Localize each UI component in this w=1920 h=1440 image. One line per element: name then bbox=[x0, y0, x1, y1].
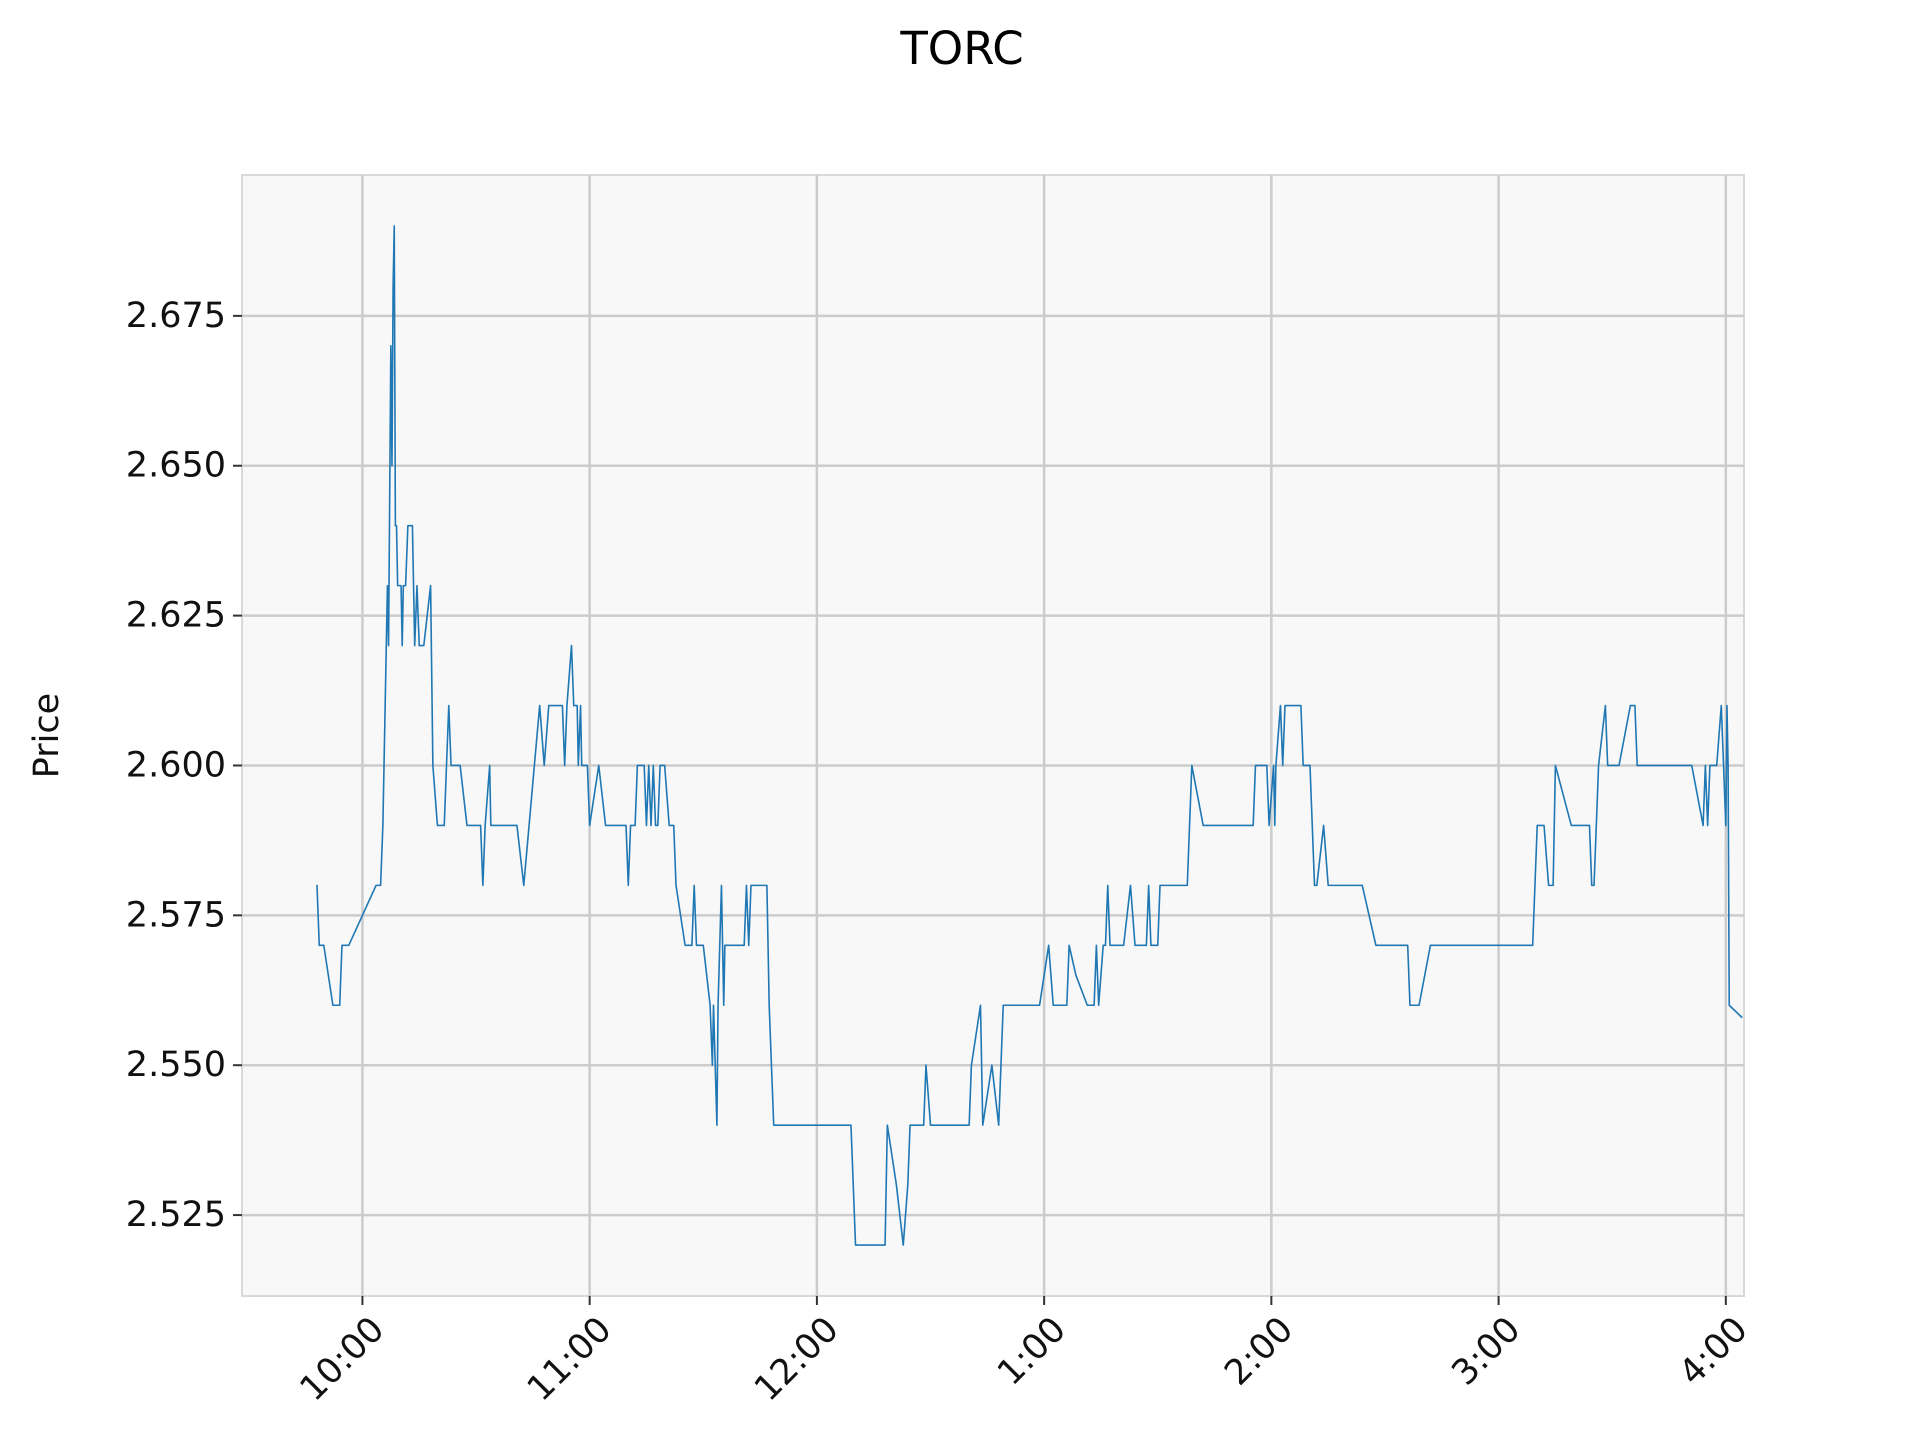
price-series-line bbox=[316, 225, 1743, 1246]
x-tick-label: 1:00 bbox=[990, 1310, 1074, 1394]
x-tick-label: 3:00 bbox=[1445, 1310, 1529, 1394]
y-tick-label: 2.675 bbox=[126, 296, 226, 336]
y-tick-label: 2.650 bbox=[126, 446, 226, 486]
x-tick-label: 2:00 bbox=[1217, 1310, 1301, 1394]
y-tick-label: 2.550 bbox=[126, 1045, 226, 1085]
chart-title: TORC bbox=[899, 22, 1023, 75]
x-tick-label: 11:00 bbox=[520, 1310, 620, 1410]
x-tick-label: 4:00 bbox=[1672, 1310, 1756, 1394]
plot-area-background bbox=[241, 174, 1745, 1297]
y-axis-label: Price bbox=[27, 693, 67, 778]
series-layer bbox=[316, 225, 1743, 1246]
y-tick-label: 2.575 bbox=[126, 895, 226, 935]
y-tick-label: 2.525 bbox=[126, 1195, 226, 1235]
y-tick-label: 2.600 bbox=[126, 745, 226, 785]
y-tick-label: 2.625 bbox=[126, 596, 226, 636]
x-tick-label: 12:00 bbox=[747, 1310, 847, 1410]
grid-lines bbox=[242, 175, 1744, 1296]
x-tick-label: 10:00 bbox=[293, 1310, 393, 1410]
